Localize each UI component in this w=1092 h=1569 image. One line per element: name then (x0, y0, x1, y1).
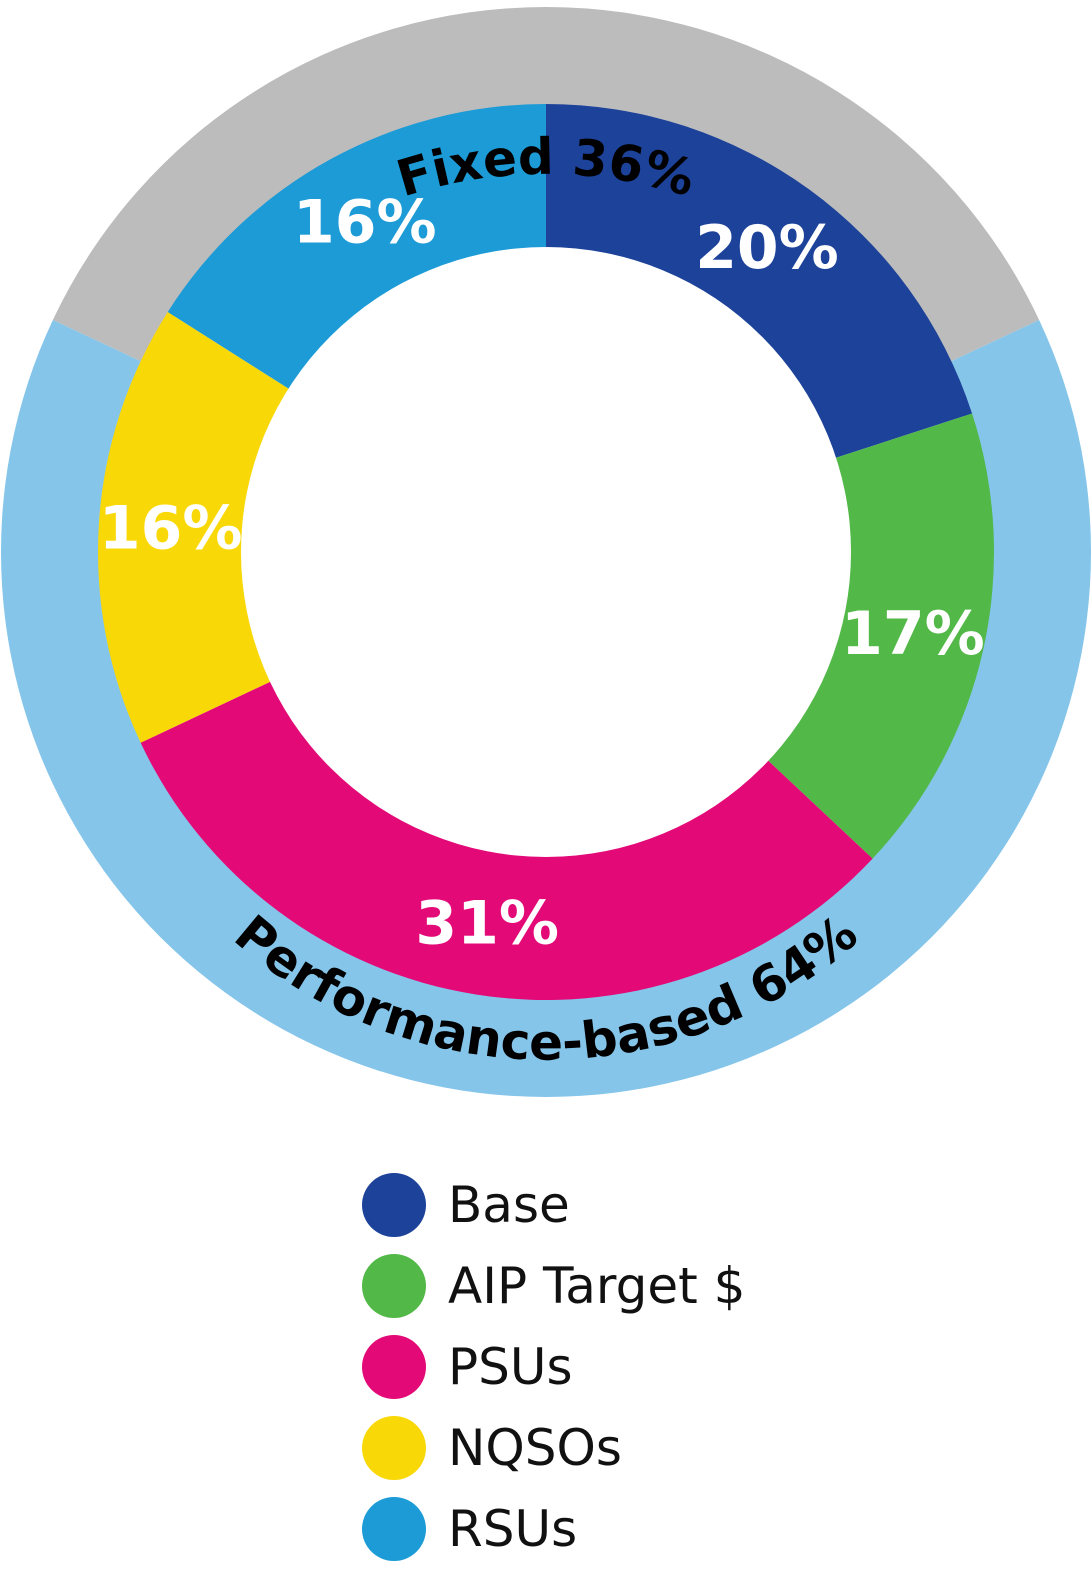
slice-label-aip-target: 17% (841, 599, 985, 669)
legend-item-nqsos: NQSOs (362, 1407, 962, 1488)
legend-item-psus: PSUs (362, 1326, 962, 1407)
legend-swatch-nqsos (362, 1415, 426, 1480)
legend-swatch-rsus (362, 1496, 426, 1561)
donut-hole (241, 247, 851, 857)
slice-base (546, 104, 973, 460)
legend-label-aip-target: AIP Target $ (448, 1256, 746, 1315)
legend-label-psus: PSUs (448, 1337, 573, 1396)
slice-label-rsus: 16% (293, 188, 437, 258)
slice-label-psus: 31% (415, 888, 559, 958)
legend-item-base: Base (362, 1164, 962, 1245)
legend-label-nqsos: NQSOs (448, 1418, 622, 1477)
slice-aip-target (764, 413, 994, 859)
legend-swatch-aip-target (362, 1253, 426, 1318)
slice-nqsos (98, 311, 293, 743)
legend-item-rsus: RSUs (362, 1488, 962, 1569)
slice-labels: 20% 17% 31% 16% 16% (99, 188, 985, 959)
donut-chart: 20%17%31%16%16% Fixed 36% Performance-ba… (0, 7, 1092, 1097)
legend: Base AIP Target $ PSUs NQSOs RSUs (362, 1164, 962, 1569)
legend-swatch-base (362, 1172, 426, 1237)
slice-rsus (167, 104, 546, 392)
legend-swatch-psus (362, 1334, 426, 1399)
outer-segment-fixed (52, 7, 1040, 365)
legend-item-aip-target: AIP Target $ (362, 1245, 962, 1326)
slice-label-base: 20% (695, 213, 839, 283)
legend-label-base: Base (448, 1175, 570, 1234)
slice-label-nqsos: 16% (99, 493, 243, 563)
legend-label-rsus: RSUs (448, 1499, 578, 1558)
